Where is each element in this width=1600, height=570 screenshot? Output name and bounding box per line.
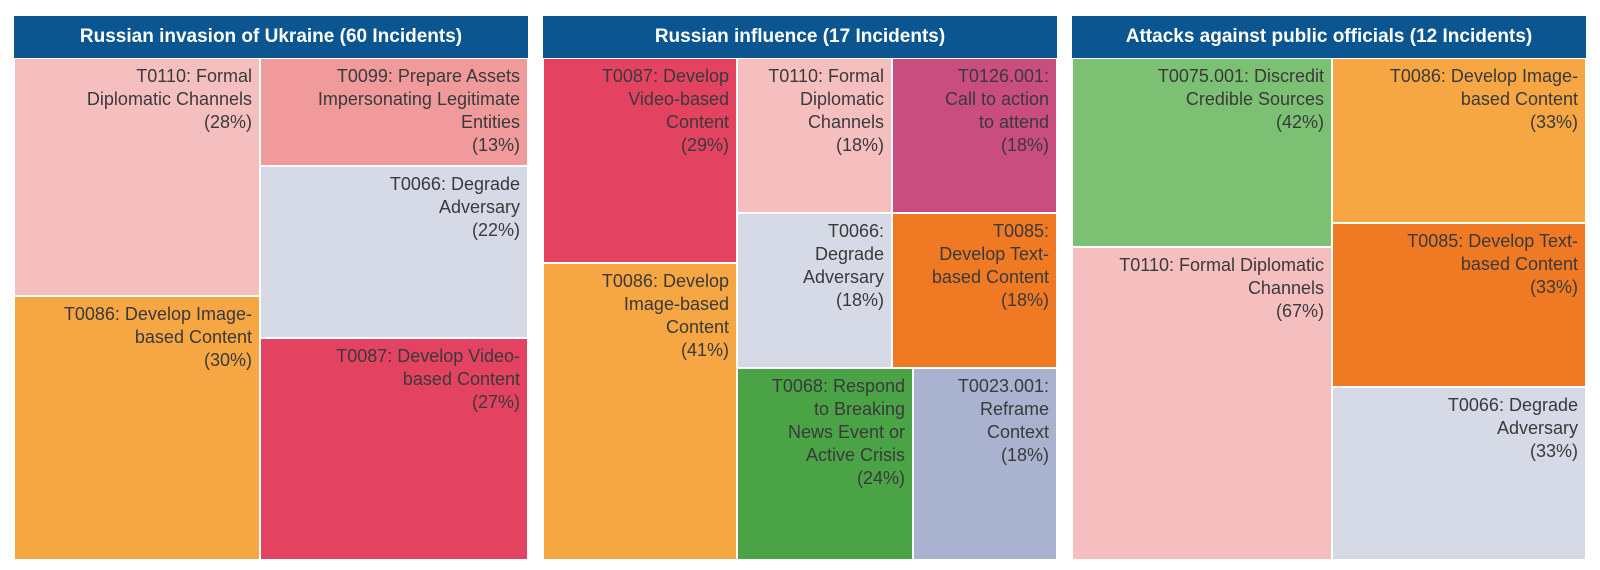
treemap-tile: T0086: Develop Image- based Content (30%… (14, 296, 260, 560)
treemap-panel-russian-influence: Russian influence (17 Incidents) T0087: … (543, 16, 1057, 560)
treemap-panel-ukraine: Russian invasion of Ukraine (60 Incident… (14, 16, 528, 560)
panel-title: Russian influence (17 Incidents) (543, 16, 1057, 58)
treemap-tile-label: T0066: Degrade Adversary (18%) (802, 221, 884, 310)
treemap-tile-label: T0086: Develop Image- based Content (33%… (1389, 66, 1578, 132)
treemap-tile-label: T0110: Formal Diplomatic Channels (18%) (768, 66, 884, 155)
treemap-tile: T0075.001: Discredit Credible Sources (4… (1072, 58, 1332, 247)
treemap: T0087: Develop Video-based Content (29%)… (543, 58, 1057, 560)
treemap-tile-label: T0086: Develop Image-based Content (41%) (601, 271, 729, 360)
treemap-tile-label: T0126.001: Call to action to attend (18%… (944, 66, 1049, 155)
panel-title: Russian invasion of Ukraine (60 Incident… (14, 16, 528, 58)
treemap-tile: T0110: Formal Diplomatic Channels (67%) (1072, 247, 1332, 560)
treemap-tile: T0066: Degrade Adversary (33%) (1332, 387, 1586, 560)
treemap-tile-label: T0085: Develop Text- based Content (18%) (931, 221, 1049, 310)
treemap: T0075.001: Discredit Credible Sources (4… (1072, 58, 1586, 560)
treemap-tile: T0110: Formal Diplomatic Channels (18%) (737, 58, 892, 213)
treemap-tile: T0126.001: Call to action to attend (18%… (892, 58, 1057, 213)
treemap-tile: T0087: Develop Video- based Content (27%… (260, 338, 528, 560)
treemap-tile-label: T0087: Develop Video- based Content (27%… (336, 346, 520, 412)
treemap-tile-label: T0086: Develop Image- based Content (30%… (63, 304, 252, 370)
panel-title: Attacks against public officials (12 Inc… (1072, 16, 1586, 58)
treemap-tile-label: T0066: Degrade Adversary (22%) (389, 174, 520, 240)
treemap-tile: T0086: Develop Image- based Content (33%… (1332, 58, 1586, 223)
treemap-tile: T0068: Respond to Breaking News Event or… (737, 368, 913, 560)
treemap-tile-label: T0068: Respond to Breaking News Event or… (771, 376, 905, 488)
treemap-tile-label: T0023.001: Reframe Context (18%) (957, 376, 1049, 465)
treemap-tile-label: T0075.001: Discredit Credible Sources (4… (1157, 66, 1324, 132)
treemap-tile-label: T0110: Formal Diplomatic Channels (67%) (1119, 255, 1324, 321)
treemap-tile-label: T0099: Prepare Assets Impersonating Legi… (317, 66, 520, 155)
treemap-tile: T0099: Prepare Assets Impersonating Legi… (260, 58, 528, 166)
treemap: T0110: Formal Diplomatic Channels (28%) T… (14, 58, 528, 560)
treemap-tile-label: T0087: Develop Video-based Content (29%) (601, 66, 729, 155)
treemap-tile: T0086: Develop Image-based Content (41%) (543, 263, 737, 560)
treemap-tile: T0023.001: Reframe Context (18%) (913, 368, 1057, 560)
treemap-tile: T0087: Develop Video-based Content (29%) (543, 58, 737, 263)
treemap-tile: T0085: Develop Text- based Content (33%) (1332, 223, 1586, 387)
treemap-tile: T0085: Develop Text- based Content (18%) (892, 213, 1057, 368)
treemap-tile: T0066: Degrade Adversary (18%) (737, 213, 892, 368)
treemap-tile: T0066: Degrade Adversary (22%) (260, 166, 528, 338)
treemap-panel-public-officials: Attacks against public officials (12 Inc… (1072, 16, 1586, 560)
treemap-tile-label: T0110: Formal Diplomatic Channels (28%) (86, 66, 252, 132)
treemap-tile-label: T0066: Degrade Adversary (33%) (1447, 395, 1578, 461)
treemap-tile: T0110: Formal Diplomatic Channels (28%) (14, 58, 260, 296)
treemap-tile-label: T0085: Develop Text- based Content (33%) (1407, 231, 1578, 297)
